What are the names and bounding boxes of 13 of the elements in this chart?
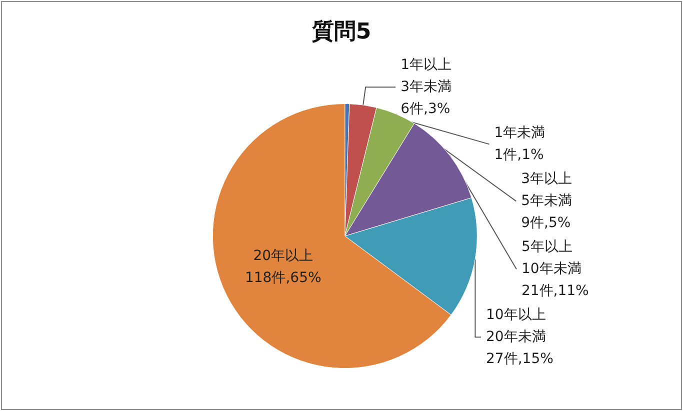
data-label: 6件,3% [400,101,450,118]
slice-label: 10年以上 20年未満 [486,307,546,346]
data-label: 27件,15% [486,351,554,368]
data-label: 9件,5% [521,215,571,232]
data-label: 21件,11% [521,283,589,300]
slice-label: 3年以上 5年未満 [521,171,572,210]
slice-label: 1年以上 3年未満 [400,57,452,96]
slice-label: 20年以上 [253,248,314,264]
chart-title: 質問5 [310,18,372,44]
data-label: 118件,65% [244,270,322,286]
data-label: 1件,1% [494,147,544,164]
slice-label: 1年未満 [494,125,546,142]
slice-label: 5年以上 10年未満 [521,239,582,278]
